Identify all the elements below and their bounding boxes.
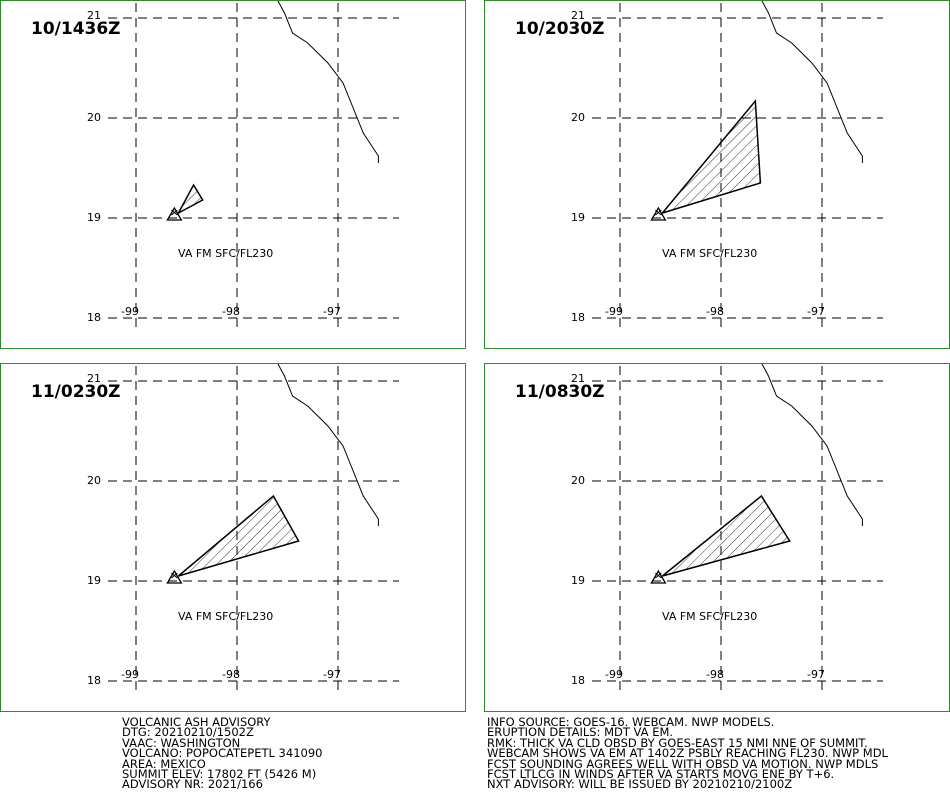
latitude-label: 20 — [87, 111, 101, 124]
ash-cloud-polygon — [660, 99, 762, 215]
latitude-label: 18 — [571, 311, 585, 324]
volcano-icon — [650, 569, 667, 584]
advisory-line: RMK: THICK VA CLD OBSD BY GOES-EAST 15 N… — [487, 735, 868, 750]
latitude-label: 19 — [87, 211, 101, 224]
longitude-label: -99 — [121, 668, 139, 681]
advisory-line: FCST LTLCG IN WINDS AFTER VA STARTS MOVG… — [487, 766, 835, 781]
map-svg — [592, 1, 883, 333]
advisory-line: ERUPTION DETAILS: MDT VA EM. — [487, 725, 674, 740]
forecast-time-title: 11/0230Z — [31, 382, 121, 402]
ash-altitude-label: VA FM SFC/FL230 — [178, 247, 274, 260]
latitude-label: 18 — [87, 311, 101, 324]
longitude-label: -97 — [323, 305, 341, 318]
latitude-label: 18 — [87, 674, 101, 687]
map-svg — [108, 364, 399, 696]
ash-cloud-polygon — [661, 494, 791, 577]
longitude-label: -98 — [222, 305, 240, 318]
advisory-line: AREA: MEXICO — [122, 756, 206, 771]
latitude-label: 19 — [571, 211, 585, 224]
coastline — [277, 364, 379, 526]
volcano-icon — [650, 206, 667, 221]
forecast-panel-4: 11/0830Z 21 20 19 18 -99 -98 -97 VA FM SFC/FL230 — [484, 363, 950, 712]
ash-cloud-polygon — [177, 494, 300, 577]
advisory-info-left: VOLCANIC ASH ADVISORY DTG: 20210210/1502Z… — [122, 715, 323, 792]
map-svg — [108, 1, 399, 333]
advisory-line: SUMMIT ELEV: 17802 FT (5426 M) — [122, 766, 317, 781]
latitude-label: 21 — [87, 372, 101, 385]
latitude-label: 21 — [87, 9, 101, 22]
longitude-label: -98 — [706, 305, 724, 318]
latitude-label: 20 — [571, 474, 585, 487]
map-svg — [592, 364, 883, 696]
ash-altitude-label: VA FM SFC/FL230 — [662, 610, 758, 623]
ash-altitude-label: VA FM SFC/FL230 — [178, 610, 274, 623]
coastline — [277, 1, 379, 163]
advisory-line: VOLCANO: POPOCATEPETL 341090 — [122, 746, 323, 761]
longitude-label: -99 — [605, 668, 623, 681]
longitude-label: -97 — [807, 668, 825, 681]
forecast-time-title: 10/2030Z — [515, 19, 605, 39]
advisory-info-right: INFO SOURCE: GOES-16. WEBCAM. NWP MODELS… — [487, 715, 888, 792]
latitude-label: 20 — [87, 474, 101, 487]
forecast-panel-2: 10/2030Z 21 20 19 18 -99 -98 -97 VA FM SFC/FL230 — [484, 0, 950, 349]
longitude-label: -98 — [706, 668, 724, 681]
advisory-line: VAAC: WASHINGTON — [122, 735, 241, 750]
forecast-panel-1: 10/1436Z 21 20 19 18 -99 -98 -97 VA FM SFC/FL230 — [0, 0, 466, 349]
longitude-label: -97 — [323, 668, 341, 681]
ash-cloud-polygon — [176, 183, 204, 215]
coastline — [761, 364, 863, 526]
forecast-time-title: 10/1436Z — [31, 19, 121, 39]
ash-altitude-label: VA FM SFC/FL230 — [662, 247, 758, 260]
longitude-label: -98 — [222, 668, 240, 681]
advisory-line: NXT ADVISORY: WILL BE ISSUED BY 20210210… — [487, 777, 793, 792]
volcano-icon — [166, 206, 183, 221]
advisory-line: ADVISORY NR: 2021/166 — [122, 777, 263, 792]
latitude-label: 20 — [571, 111, 585, 124]
advisory-line: DTG: 20210210/1502Z — [122, 725, 254, 740]
longitude-label: -97 — [807, 305, 825, 318]
forecast-panel-3: 11/0230Z 21 20 19 18 -99 -98 -97 VA FM SFC/FL230 — [0, 363, 466, 712]
longitude-label: -99 — [605, 305, 623, 318]
coastline — [761, 1, 863, 163]
advisory-line: WEBCAM SHOWS VA EM AT 1402Z PSBLY REACHI… — [487, 746, 888, 761]
forecast-time-title: 11/0830Z — [515, 382, 605, 402]
longitude-label: -99 — [121, 305, 139, 318]
latitude-label: 21 — [571, 372, 585, 385]
latitude-label: 19 — [571, 574, 585, 587]
latitude-label: 18 — [571, 674, 585, 687]
volcano-icon — [166, 569, 183, 584]
latitude-label: 21 — [571, 9, 585, 22]
advisory-line: FCST SOUNDING AGREES WELL WITH OBSD VA M… — [487, 756, 879, 771]
advisory-line: VOLCANIC ASH ADVISORY — [122, 715, 271, 729]
advisory-line: INFO SOURCE: GOES-16. WEBCAM. NWP MODELS… — [487, 715, 775, 729]
latitude-label: 19 — [87, 574, 101, 587]
